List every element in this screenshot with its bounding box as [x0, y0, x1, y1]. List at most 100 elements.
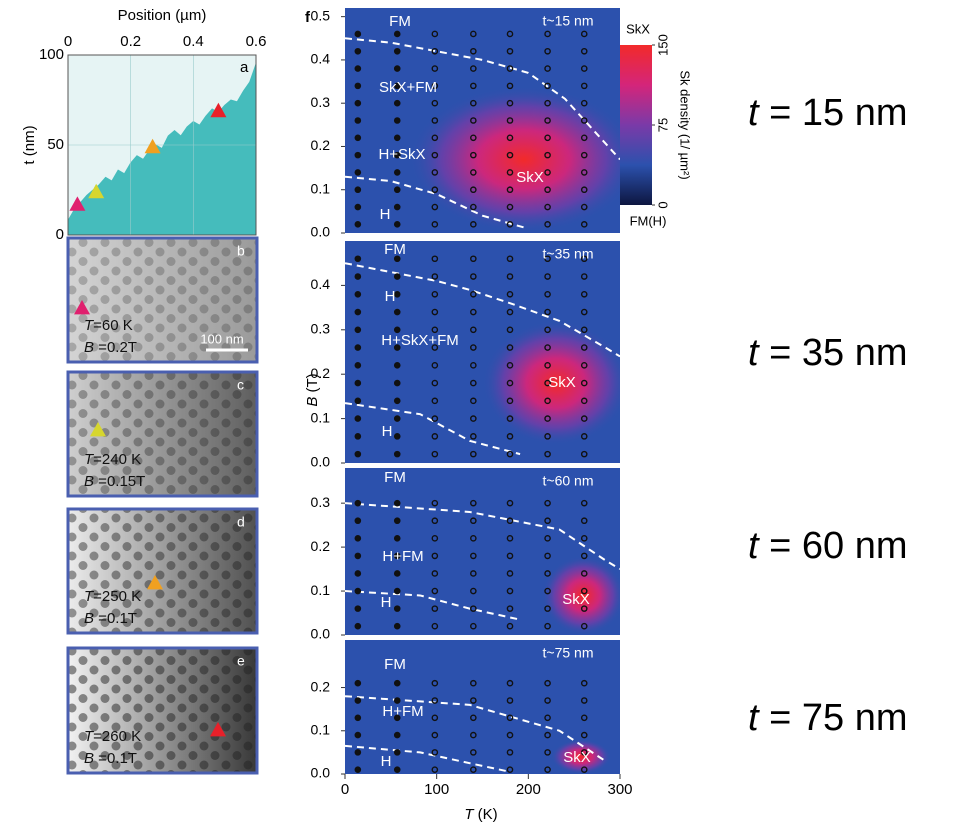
image-frame: [66, 236, 259, 364]
marker: [147, 575, 163, 590]
measurement-point: [431, 117, 439, 124]
measurement-point: [470, 622, 477, 630]
measurement-point: [544, 169, 551, 176]
measurement-point: [393, 47, 401, 55]
measurement-point: [506, 517, 514, 525]
measurement-point: [544, 415, 551, 422]
panel-label: e: [237, 653, 245, 669]
measurement-point: [354, 82, 362, 90]
thickness-label: t = 60 nm: [748, 525, 907, 567]
measurement-point: [431, 255, 439, 263]
measurement-point: [393, 517, 401, 525]
measurement-point: [354, 273, 362, 280]
measurement-point: [393, 169, 401, 176]
colorbar-bottom-label: FM(H): [630, 213, 667, 228]
image-frame: [66, 646, 259, 775]
phase-label: FM: [384, 469, 406, 486]
measurement-point: [431, 379, 439, 387]
measurement-point: [393, 186, 401, 194]
measurement-point: [580, 622, 588, 630]
measurement-point: [354, 397, 362, 405]
measurement-point: [431, 499, 439, 507]
measurement-point: [506, 714, 514, 722]
measurement-point: [506, 203, 514, 211]
temperature-label: T=240 K: [84, 451, 141, 468]
y-axis-label: t (nm): [21, 125, 38, 164]
measurement-point: [506, 552, 514, 560]
measurement-point: [354, 117, 362, 124]
panel-label: d: [237, 514, 245, 530]
marker: [74, 300, 90, 315]
colorbar-tick-label: 0: [655, 201, 670, 208]
measurement-point: [431, 570, 439, 577]
measurement-point: [506, 433, 514, 440]
x-tick-label: 200: [516, 781, 541, 798]
skx-density-region: [482, 320, 620, 446]
field-label: B =0.1T: [84, 750, 137, 767]
measurement-point: [393, 290, 401, 298]
measurement-point: [506, 605, 514, 612]
x-axis-label: T (K): [464, 806, 497, 823]
phase-boundary: [345, 695, 606, 762]
measurement-point: [506, 570, 514, 577]
measurement-point: [431, 65, 439, 72]
colorbar-top-label: SkX: [626, 21, 650, 36]
measurement-point: [544, 255, 551, 263]
panel-label: a: [240, 59, 249, 76]
measurement-point: [431, 151, 439, 159]
measurement-point: [431, 552, 439, 560]
measurement-point: [544, 622, 551, 630]
measurement-point: [393, 30, 401, 38]
measurement-point: [470, 570, 477, 577]
measurement-point: [544, 117, 551, 124]
measurement-point: [470, 433, 477, 440]
measurement-point: [580, 221, 588, 228]
measurement-point: [431, 749, 439, 756]
measurement-point: [544, 714, 551, 722]
y-tick-label: 0.1: [311, 409, 331, 425]
y-tick-label: 0.4: [311, 276, 331, 292]
measurement-point: [580, 749, 588, 756]
measurement-point: [506, 308, 514, 316]
measurement-point: [354, 362, 362, 369]
measurement-point: [506, 766, 514, 773]
measurement-point: [354, 605, 362, 612]
phase-label: H: [382, 423, 393, 440]
measurement-point: [544, 450, 551, 458]
measurement-point: [580, 397, 588, 405]
measurement-point: [354, 290, 362, 298]
skyrmion-pattern: [68, 238, 257, 362]
measurement-point: [393, 499, 401, 507]
measurement-point: [580, 326, 588, 334]
skx-density-region: [409, 85, 620, 233]
x-tick-label: 0: [64, 33, 72, 50]
measurement-point: [544, 290, 551, 298]
measurement-point: [544, 344, 551, 351]
plot-frame: [67, 54, 257, 236]
measurement-point: [393, 308, 401, 316]
measurement-point: [506, 731, 514, 739]
measurement-point: [544, 731, 551, 739]
phase-boundary: [345, 37, 620, 161]
measurement-point: [354, 169, 362, 176]
measurement-point: [470, 517, 477, 525]
scale-bar-label: 100 nm: [200, 331, 243, 346]
measurement-point: [393, 273, 401, 280]
measurement-point: [393, 587, 401, 595]
measurement-point: [354, 379, 362, 387]
measurement-point: [544, 30, 551, 38]
measurement-point: [506, 151, 514, 159]
measurement-point: [354, 622, 362, 630]
measurement-point: [431, 273, 439, 280]
measurement-point: [393, 326, 401, 334]
panel-label: c: [237, 377, 244, 393]
phase-label: H: [385, 288, 396, 305]
panel-title: t~75 nm: [543, 645, 594, 661]
panel-title: t~15 nm: [543, 13, 594, 29]
measurement-point: [393, 552, 401, 560]
measurement-point: [544, 47, 551, 55]
measurement-point: [544, 203, 551, 211]
measurement-point: [470, 415, 477, 422]
panel-label: b: [237, 243, 245, 259]
measurement-point: [393, 65, 401, 72]
